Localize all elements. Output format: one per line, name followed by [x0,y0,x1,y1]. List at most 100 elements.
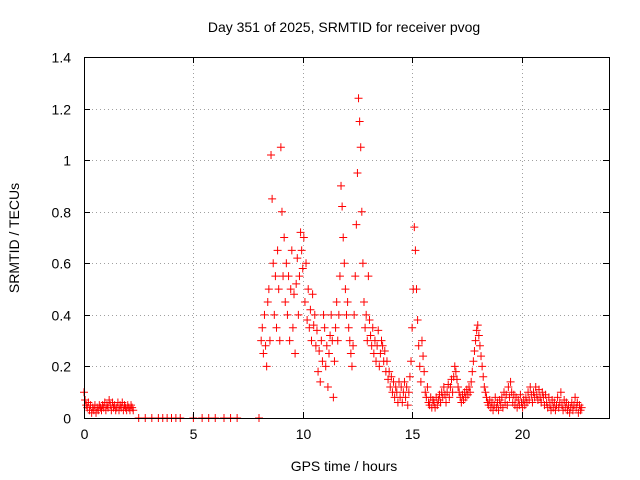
data-point [516,390,525,399]
data-point [326,331,335,340]
y-tick-label: 0.6 [52,256,72,272]
data-point [290,290,298,299]
data-point [312,326,321,335]
x-tick-label: 15 [405,426,421,442]
data-point [310,310,319,319]
data-point [276,143,285,152]
data-point [337,181,346,190]
data-point [470,346,479,355]
data-point [321,362,330,371]
data-point [450,362,459,371]
y-tick-label: 1.2 [52,102,72,118]
data-point [300,297,309,306]
data-point [285,336,294,345]
data-point [340,259,349,268]
data-point [365,316,374,325]
data-point [293,254,302,263]
data-point [315,346,324,355]
data-point [259,349,268,358]
data-point [445,393,454,402]
data-point [351,272,360,281]
data-point [415,362,424,371]
data-point [556,388,565,397]
data-point [339,233,348,242]
data-point [320,323,329,332]
data-point [270,310,279,319]
grid-layer [84,57,609,418]
data-point [287,246,296,255]
data-point [129,406,138,415]
y-tick-label: 1.4 [52,50,72,66]
data-point [305,323,314,332]
y-axis-label: SRMTID / TECUs [6,183,22,293]
data-point [318,357,327,366]
data-point [374,326,383,335]
data-point [309,321,318,330]
y-tick-label: 0 [63,411,71,427]
data-point [331,323,340,332]
data-point [358,259,367,268]
data-point [402,383,411,392]
data-point [497,393,506,402]
data-point [302,259,311,268]
data-point [307,336,316,345]
data-point [467,377,476,386]
data-point [479,372,488,381]
data-point [322,341,331,350]
data-point [338,202,347,211]
data-point [267,150,276,159]
data-point [376,349,385,358]
data-point [478,362,487,371]
data-point [466,388,475,397]
data-point [528,398,537,407]
data-point [298,264,307,273]
data-point [494,406,503,415]
y-tick-label: 0.8 [52,205,72,221]
data-point [341,285,350,294]
data-point [323,383,332,392]
data-point [503,401,512,410]
data-point [378,341,387,350]
data-point [473,321,482,330]
data-point [477,352,486,361]
data-point [264,285,273,294]
x-tick-label: 20 [515,426,531,442]
data-point [352,220,361,229]
data-point [308,290,317,299]
data-point [325,349,333,358]
data-point [296,228,305,237]
data-point [345,336,354,345]
data-point [335,272,344,281]
data-point [295,272,304,281]
data-point [451,367,460,376]
data-point [350,310,359,319]
data-point [571,393,580,402]
axis-ticks: 0 5 10 15 20 0 0.2 0.4 0.6 0.8 1 1.2 1.4 [52,50,609,442]
data-point [319,310,328,319]
data-point [498,403,507,412]
data-point [387,372,396,381]
data-point [465,383,473,392]
data-point [375,362,384,371]
y-tick-label: 0.4 [52,308,72,324]
data-point [480,383,489,392]
data-point [404,388,413,397]
data-point [468,367,477,376]
data-point [286,285,295,294]
data-point [504,383,513,392]
data-point [400,377,409,386]
data-point [274,285,283,294]
data-point [382,357,391,366]
data-point [299,233,308,242]
data-point [363,336,372,345]
data-point [377,336,386,345]
data-point [304,285,313,294]
data-point [344,323,353,332]
data-point [372,357,381,366]
data-point [272,323,281,332]
data-point [553,393,562,402]
data-point [330,357,339,366]
data-point [297,246,306,255]
data-point [408,323,417,332]
